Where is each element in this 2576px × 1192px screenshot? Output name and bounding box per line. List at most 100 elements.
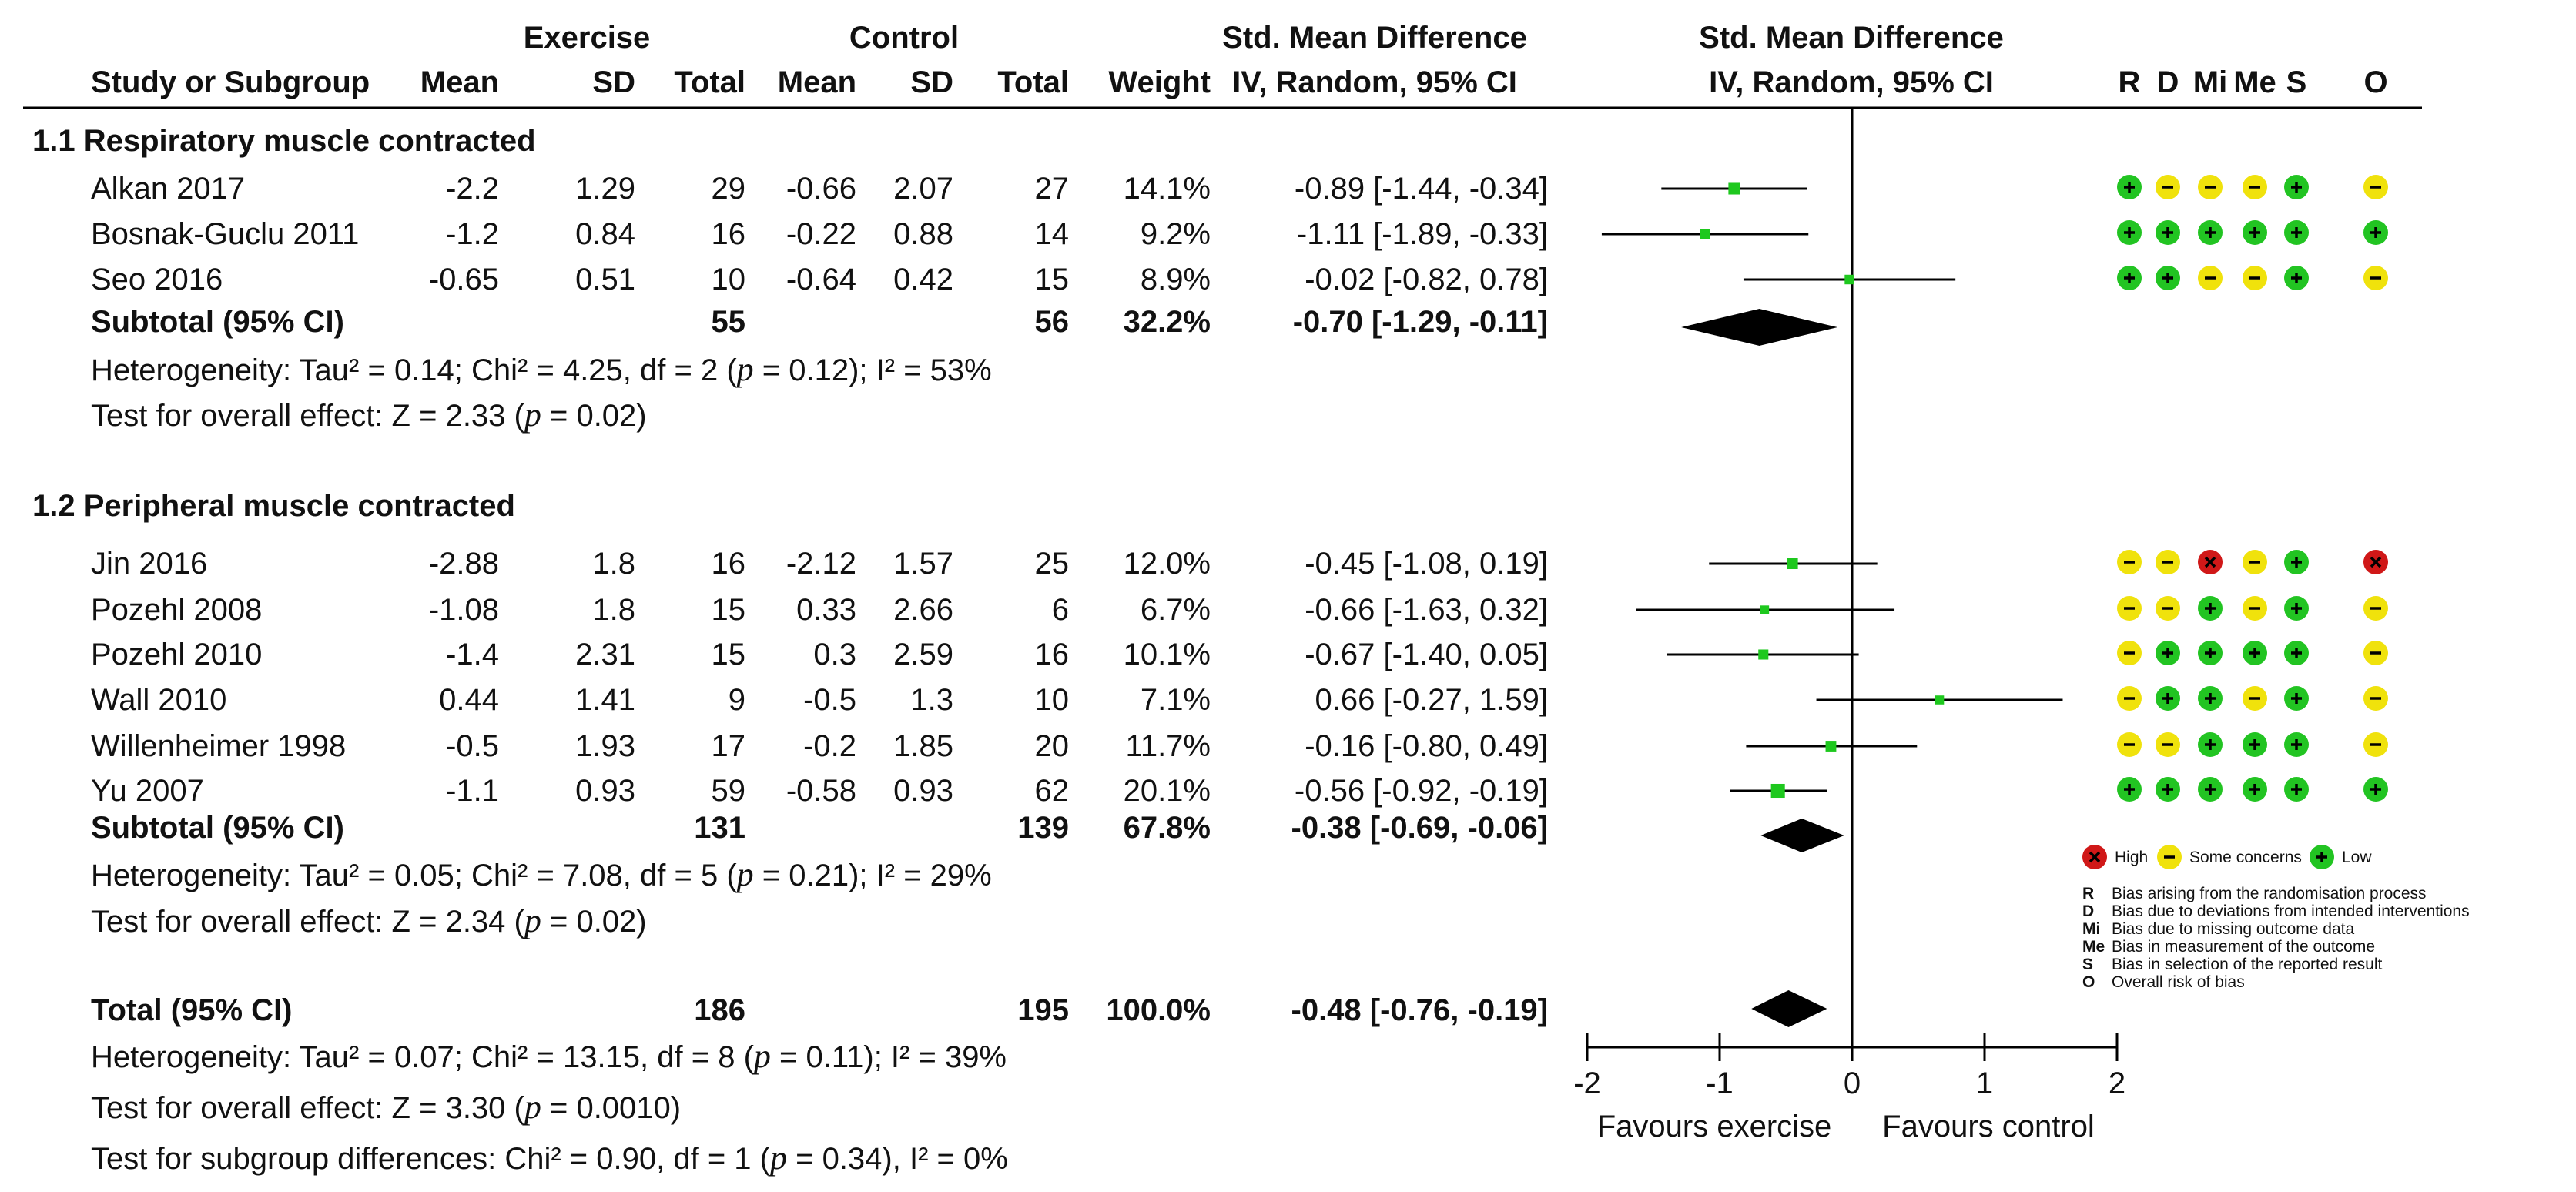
exercise-header: Exercise xyxy=(524,21,651,55)
subtotal-label: Subtotal (95% CI) xyxy=(91,305,344,339)
ex-total-header: Total xyxy=(674,65,745,99)
effect-square xyxy=(1787,558,1798,569)
weight-value: 8.9% xyxy=(1141,263,1211,296)
study-name: Seo 2016 xyxy=(91,263,223,296)
legend-code: Mi xyxy=(2082,920,2100,938)
subtotal-weight: 32.2% xyxy=(1124,305,1211,339)
total-label: Total (95% CI) xyxy=(91,993,293,1027)
rob-s-dot-plus-icon xyxy=(2291,784,2302,795)
rob-o-dot-plus-icon xyxy=(2370,784,2381,795)
ct-total: 16 xyxy=(1035,638,1070,671)
subtotal-diamond xyxy=(1681,309,1838,346)
rob-mi-dot-cross-icon xyxy=(2204,556,2216,568)
ct-total: 27 xyxy=(1035,172,1070,206)
ex-mean: 0.44 xyxy=(439,683,499,717)
rob-me-dot-plus-icon xyxy=(2249,784,2260,795)
ex-total: 15 xyxy=(712,638,746,671)
x-tick-label: -2 xyxy=(1573,1066,1601,1100)
smd-ci-text: -0.02 [-0.82, 0.78] xyxy=(1305,263,1548,296)
study-name: Alkan 2017 xyxy=(91,172,245,206)
legend-text: Overall risk of bias xyxy=(2112,973,2245,991)
effect-square xyxy=(1844,274,1854,285)
smd-ci-text: -0.56 [-0.92, -0.19] xyxy=(1295,774,1548,808)
ex-sd: 1.8 xyxy=(592,547,635,581)
note-segment: Heterogeneity: Tau² = 0.05; Chi² = 7.08,… xyxy=(91,859,737,892)
ex-total: 59 xyxy=(712,774,746,808)
weight-value: 14.1% xyxy=(1124,172,1211,206)
ex-sd: 0.51 xyxy=(575,263,635,296)
subtotal-ci-text: -0.70 [-1.29, -0.11] xyxy=(1293,305,1548,339)
favours-exercise-label: Favours exercise xyxy=(1597,1110,1832,1143)
study-name: Yu 2007 xyxy=(91,774,204,808)
ct-sd: 0.88 xyxy=(893,217,953,251)
rob-s-dot-plus-icon xyxy=(2291,557,2302,568)
total-weight: 100.0% xyxy=(1106,993,1211,1027)
rob-me-dot-plus-icon xyxy=(2249,739,2260,750)
rob-header-o: O xyxy=(2363,65,2387,99)
subtotal-label: Subtotal (95% CI) xyxy=(91,811,344,845)
weight-value: 9.2% xyxy=(1141,217,1211,251)
ct-mean: -0.22 xyxy=(786,217,856,251)
legend-some-label: Some concerns xyxy=(2189,849,2302,866)
p-symbol: p xyxy=(768,1139,787,1177)
study-name: Willenheimer 1998 xyxy=(91,729,346,763)
ex-mean: -1.4 xyxy=(446,638,499,671)
rob-me-dot-plus-icon xyxy=(2249,648,2260,658)
ct-sd: 1.57 xyxy=(893,547,953,581)
subtotal-ct-total: 56 xyxy=(1035,305,1070,339)
ex-sd-header: SD xyxy=(592,65,635,99)
effect-square xyxy=(1760,605,1770,614)
ex-sd: 0.93 xyxy=(575,774,635,808)
legend-high-label: High xyxy=(2115,849,2148,866)
ex-mean: -1.2 xyxy=(446,217,499,251)
smd-ci-text: -0.89 [-1.44, -0.34] xyxy=(1295,172,1548,206)
ct-total: 20 xyxy=(1035,729,1070,763)
legend-text: Bias due to missing outcome data xyxy=(2112,920,2354,938)
rob-r-dot-plus-icon xyxy=(2124,227,2135,238)
weight-value: 7.1% xyxy=(1141,683,1211,717)
subtotal-ct-total: 139 xyxy=(1017,811,1069,845)
ct-total: 62 xyxy=(1035,774,1070,808)
ct-total: 25 xyxy=(1035,547,1070,581)
legend-code: S xyxy=(2082,956,2093,973)
ct-mean: -2.12 xyxy=(786,547,856,581)
rob-r-dot-plus-icon xyxy=(2124,273,2135,283)
note-segment: Test for overall effect: Z = 3.30 ( xyxy=(91,1091,525,1125)
ct-total-header: Total xyxy=(997,65,1069,99)
subtotal-ex-total: 131 xyxy=(694,811,745,845)
ex-total: 9 xyxy=(729,683,745,717)
ct-mean: 0.33 xyxy=(796,593,856,627)
rob-r-dot-plus-icon xyxy=(2124,182,2135,193)
rob-s-dot-plus-icon xyxy=(2291,227,2302,238)
ct-sd-header: SD xyxy=(910,65,953,99)
study-name: Wall 2010 xyxy=(91,683,226,717)
p-symbol: p xyxy=(522,396,541,434)
total-ci-text: -0.48 [-0.76, -0.19] xyxy=(1291,993,1549,1027)
subtotal-diamond xyxy=(1760,819,1844,852)
rob-mi-dot-plus-icon xyxy=(2205,739,2216,750)
rob-d-dot-plus-icon xyxy=(2162,784,2173,795)
overall-effect-note: Test for overall effect: Z = 2.33 (p = 0… xyxy=(91,396,647,434)
note-segment: = 0.12); I² = 53% xyxy=(754,353,992,387)
rob-header-me: Me xyxy=(2233,65,2276,99)
note-segment: = 0.02) xyxy=(541,399,647,433)
ct-total: 15 xyxy=(1035,263,1070,296)
ex-total: 10 xyxy=(712,263,746,296)
legend-high-dot-cross-icon xyxy=(2089,851,2101,863)
smd-plot-title: Std. Mean Difference xyxy=(1699,21,2004,55)
ex-mean: -0.65 xyxy=(429,263,499,296)
total-ct-total: 195 xyxy=(1017,993,1069,1027)
total-ex-total: 186 xyxy=(694,993,745,1027)
p-symbol: p xyxy=(735,855,754,893)
weight-value: 11.7% xyxy=(1126,729,1211,763)
study-name: Bosnak-Guclu 2011 xyxy=(91,217,359,251)
legend-text: Bias arising from the randomisation proc… xyxy=(2112,885,2427,902)
x-tick-label: 0 xyxy=(1844,1066,1861,1100)
subgroup-title: 1.2 Peripheral muscle contracted xyxy=(32,489,515,523)
rob-mi-dot-plus-icon xyxy=(2205,227,2216,238)
smd-ci-text: -0.67 [-1.40, 0.05] xyxy=(1305,638,1548,671)
ct-mean-header: Mean xyxy=(778,65,856,99)
rob-o-dot-plus-icon xyxy=(2370,227,2381,238)
ex-sd: 1.93 xyxy=(575,729,635,763)
effect-square xyxy=(1728,182,1740,195)
